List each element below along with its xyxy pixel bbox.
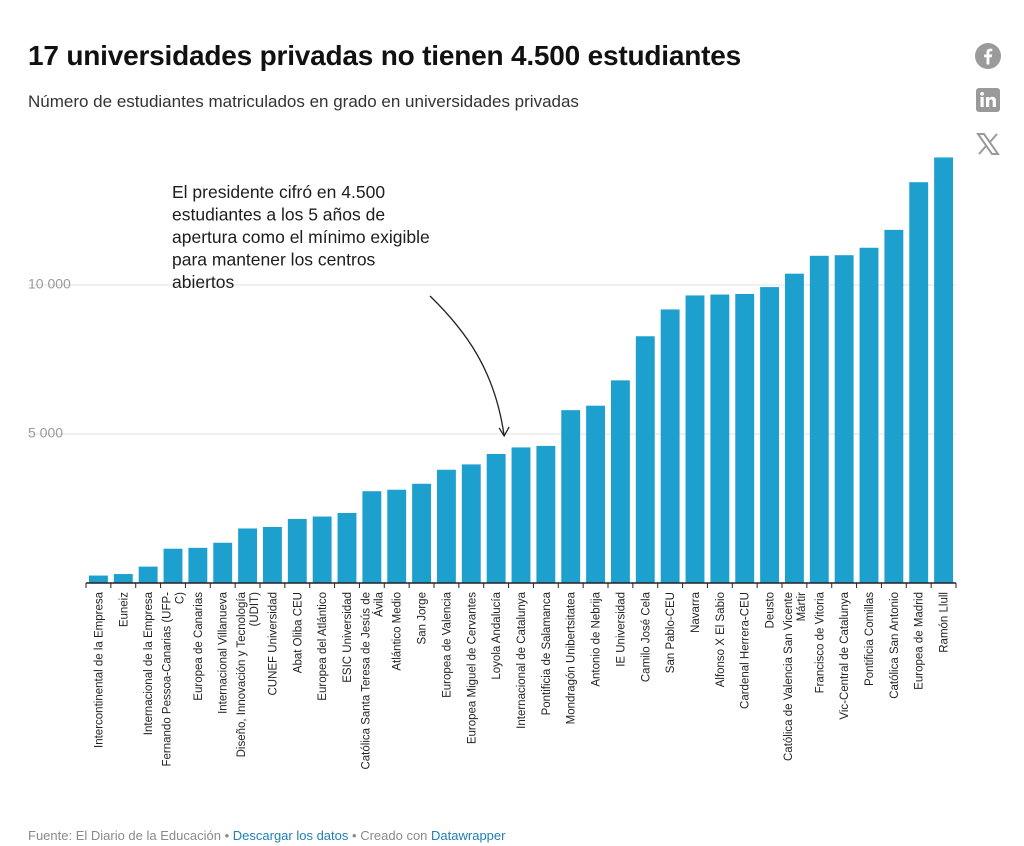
x-tick-label: Internacional Villanueva (218, 591, 230, 714)
chart-title: 17 universidades privadas no tienen 4.50… (28, 40, 742, 71)
bar (884, 229, 904, 583)
x-tick-label: Fernando Pessoa-Canarias (UFP- (162, 592, 174, 767)
bar (536, 445, 556, 583)
x-tick-label: Alfonso X El Sabio (715, 592, 727, 687)
x-tick-label: Francisco de Vitoria (814, 591, 826, 693)
annotation-text: abiertos (172, 272, 235, 292)
x-tick-label: Ávila (372, 591, 385, 617)
bar (486, 453, 506, 583)
x-tick-label: Diseño, Innovación y Tecnología (236, 591, 248, 757)
footer-separator: • (224, 828, 230, 843)
x-tick-label: Internacional de la Empresa (143, 591, 155, 735)
chart-subtitle: Número de estudiantes matriculados en gr… (28, 92, 579, 111)
x-tick-label: Pontificia de Salamanca (541, 591, 553, 715)
x-tick-label: Mártir (796, 592, 808, 622)
bar (262, 526, 282, 583)
datawrapper-link[interactable]: Datawrapper (431, 828, 506, 843)
x-tick-label: San Jorge (417, 592, 429, 644)
footer-source: Fuente: El Diario de la Educación (28, 828, 221, 843)
bar (710, 294, 730, 583)
bar (635, 336, 655, 583)
bar (784, 273, 804, 583)
footer-separator: • (352, 828, 357, 843)
bar (511, 447, 531, 583)
x-tick-label: (UDIT) (249, 592, 261, 627)
x-tick-label: Europea de Madrid (914, 592, 926, 690)
facebook-icon[interactable] (974, 42, 1002, 70)
annotation-text: apertura como el mínimo exigible (172, 227, 430, 247)
linkedin-icon[interactable] (974, 86, 1002, 114)
x-tick-label: Navarra (690, 591, 702, 633)
x-tick-label: Euneiz (118, 592, 130, 627)
x-tick-label: CUNEF Universidad (267, 592, 279, 696)
x-tick-label: IE Universidad (615, 592, 627, 667)
bar (138, 566, 158, 583)
x-tick-label: Deusto (765, 592, 777, 628)
bar (287, 518, 307, 583)
x-tick-label: Abat Oliba CEU (292, 592, 304, 673)
x-tick-label: Cardenal Herrera-CEU (740, 592, 752, 709)
annotation-text: El presidente cifró en 4.500 (172, 182, 385, 202)
x-tick-label: Católica San Antonio (889, 592, 901, 699)
bar (337, 512, 357, 583)
x-tick-label: Ramón Llull (939, 592, 951, 653)
x-tick-label: Pontificia Comillas (864, 592, 876, 686)
bar (88, 575, 108, 583)
x-tick-label: Antonio de Nebrija (591, 591, 603, 686)
y-tick-label: 5 000 (28, 425, 63, 441)
bar (436, 469, 456, 583)
x-tick-label: Mondragón Unibertsitatea (566, 591, 578, 724)
bar (362, 491, 382, 583)
x-tick-label: Atlántico Medio (392, 592, 404, 671)
x-tick-label: Europea Miguel de Cervantes (466, 592, 478, 744)
bar (412, 483, 432, 583)
bar (934, 157, 954, 583)
download-data-link[interactable]: Descargar los datos (232, 828, 349, 843)
footer-created-with: Creado con (360, 828, 428, 843)
bar (113, 574, 133, 583)
x-tick-label: ESIC Universidad (342, 592, 354, 683)
bar (809, 255, 829, 583)
x-tick-label: C) (175, 592, 187, 604)
annotation-text: estudiantes a los 5 años de (172, 205, 385, 225)
bar (859, 247, 879, 583)
bar (586, 405, 606, 583)
x-icon[interactable] (974, 130, 1002, 158)
bar (163, 548, 183, 583)
x-tick-label: Loyola Andalucía (491, 591, 503, 679)
bar (387, 489, 407, 583)
x-tick-label: San Pablo-CEU (665, 592, 677, 673)
footer: Fuente: El Diario de la Educación • Desc… (28, 828, 505, 843)
bar (561, 410, 581, 583)
x-tick-label: Vic-Central de Catalunya (839, 591, 851, 719)
bar (461, 464, 481, 583)
x-tick-label: Internacional de Catalunya (516, 591, 528, 728)
x-tick-label: Europea de Canarias (193, 592, 205, 701)
bar (760, 287, 780, 583)
x-tick-label: Católica Santa Teresa de Jesús de (360, 592, 372, 770)
annotation-text: para mantener los centros (172, 250, 376, 270)
bar (188, 547, 208, 583)
x-tick-label: Europea de Valencia (441, 591, 453, 698)
bar (909, 182, 929, 583)
x-tick-label: Europea del Atlántico (317, 592, 329, 701)
annotation-arrow (429, 295, 505, 437)
bar (834, 255, 854, 583)
x-tick-label: Intercontinental de la Empresa (93, 591, 105, 748)
bar (312, 516, 332, 583)
x-tick-label: Católica de Valencia San Vicente (783, 592, 795, 761)
bar (238, 528, 258, 583)
bar (735, 293, 755, 583)
annotation-arrowhead (498, 426, 510, 438)
bar (685, 295, 705, 583)
bar (660, 309, 680, 583)
bar (610, 380, 630, 583)
y-tick-label: 10 000 (28, 276, 71, 292)
bar (213, 542, 233, 583)
x-tick-label: Camilo José Cela (640, 591, 652, 682)
